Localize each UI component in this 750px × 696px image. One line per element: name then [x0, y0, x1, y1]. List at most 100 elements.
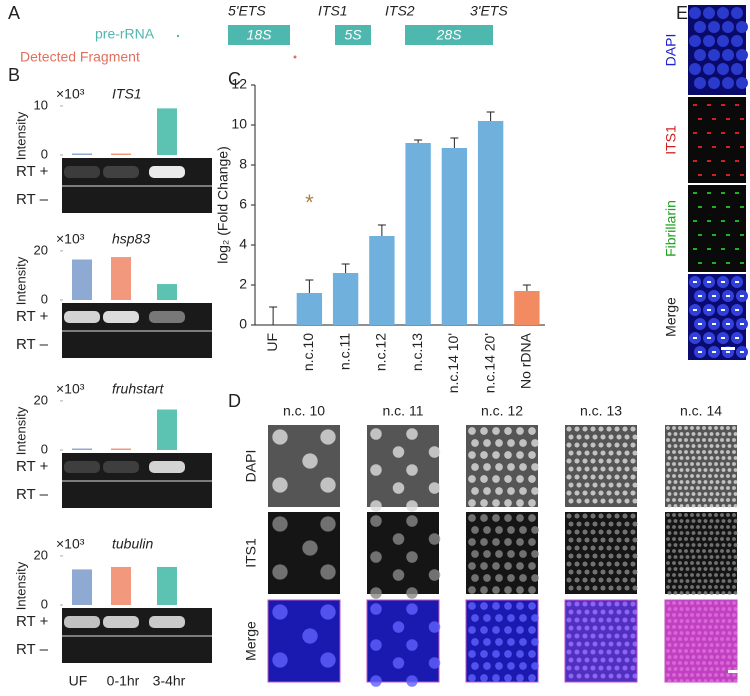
nucleus: [714, 438, 718, 442]
nucleus: [592, 673, 598, 679]
annotation: *: [305, 190, 314, 215]
nucleus: [584, 625, 590, 631]
nucleus: [566, 426, 572, 432]
nucleus: [720, 525, 724, 529]
nucleus: [531, 550, 539, 558]
nucleus: [566, 513, 572, 519]
nucleus: [616, 537, 622, 543]
nucleus: [690, 637, 694, 641]
column-label: n.c. 12: [481, 403, 523, 419]
nucleus: [624, 569, 630, 575]
nucleus: [684, 585, 688, 589]
nucleus: [679, 543, 684, 547]
nucleus: [702, 649, 706, 653]
focus: [712, 295, 716, 297]
nucleus: [703, 480, 708, 484]
nucleus: [600, 434, 606, 440]
nucleus: [685, 555, 690, 559]
nucleus: [708, 525, 712, 529]
nucleus: [576, 434, 582, 440]
nucleus: [690, 438, 694, 442]
gel-band: [149, 166, 185, 178]
nucleus: [576, 466, 582, 472]
nucleus: [504, 674, 512, 682]
nucleus: [528, 586, 536, 594]
nucleus: [616, 641, 622, 647]
nucleus: [732, 462, 736, 466]
nucleus: [600, 657, 606, 663]
nucleus: [720, 585, 724, 589]
nucleus: [679, 468, 684, 472]
nucleus: [697, 655, 702, 659]
nucleus: [702, 561, 706, 565]
dot: [293, 55, 297, 59]
nucleus: [598, 577, 604, 583]
nucleus: [406, 428, 418, 440]
nucleus: [468, 538, 476, 546]
nucleus: [696, 462, 700, 466]
nucleus: [519, 487, 527, 495]
nucleus: [528, 514, 536, 522]
nucleus: [576, 585, 582, 591]
x-tick-label: No rDNA: [518, 332, 534, 389]
nucleus: [708, 49, 720, 61]
nucleus: [492, 538, 500, 546]
nucleus: [614, 513, 620, 519]
nucleus: [528, 674, 536, 682]
nucleus: [632, 434, 638, 440]
nucleus: [568, 537, 574, 543]
nucleus: [672, 486, 676, 490]
nucleus: [685, 543, 690, 547]
nucleus: [721, 543, 726, 547]
nucleus: [673, 555, 678, 559]
gel-band: [149, 616, 185, 628]
nucleus: [714, 673, 718, 677]
nucleus: [684, 474, 688, 478]
nucleus: [733, 643, 738, 647]
nucleus: [614, 426, 620, 432]
nucleus: [667, 667, 672, 671]
nucleus: [666, 450, 670, 454]
focus: [740, 146, 744, 148]
nucleus: [732, 673, 736, 677]
nucleus: [678, 525, 682, 529]
nucleus: [428, 657, 441, 669]
nucleus: [471, 487, 479, 495]
nucleus: [584, 673, 590, 679]
nucleus: [690, 573, 694, 577]
y-tick-label: 12: [231, 76, 247, 92]
nucleus: [732, 450, 736, 454]
nucleus: [630, 617, 636, 623]
nucleus: [624, 434, 630, 440]
nucleus: [703, 432, 708, 436]
nucleus: [685, 643, 690, 647]
nucleus: [598, 490, 604, 496]
nucleus: [697, 643, 702, 647]
nucleus: [703, 444, 708, 448]
nucleus: [721, 591, 726, 595]
nucleus: [709, 480, 714, 484]
nucleus: [616, 553, 622, 559]
nucleus: [630, 561, 636, 567]
nucleus: [685, 619, 690, 623]
nucleus: [616, 569, 622, 575]
nucleus: [691, 531, 696, 535]
nucleus: [574, 474, 580, 480]
bar: [157, 108, 177, 155]
nucleus: [733, 543, 738, 547]
nucleus: [616, 482, 622, 488]
nucleus: [702, 537, 706, 541]
nucleus: [697, 567, 702, 571]
nucleus: [685, 655, 690, 659]
nucleus: [507, 614, 515, 622]
nucleus: [519, 526, 527, 534]
nucleus: [428, 569, 441, 581]
nucleus: [666, 525, 670, 529]
nucleus: [320, 604, 336, 620]
nucleus: [690, 585, 694, 589]
focus: [726, 295, 730, 297]
gel-row-label: RT –: [16, 486, 49, 503]
nucleus: [715, 655, 720, 659]
nucleus: [697, 607, 702, 611]
x-tick-label: n.c.10: [300, 333, 316, 371]
